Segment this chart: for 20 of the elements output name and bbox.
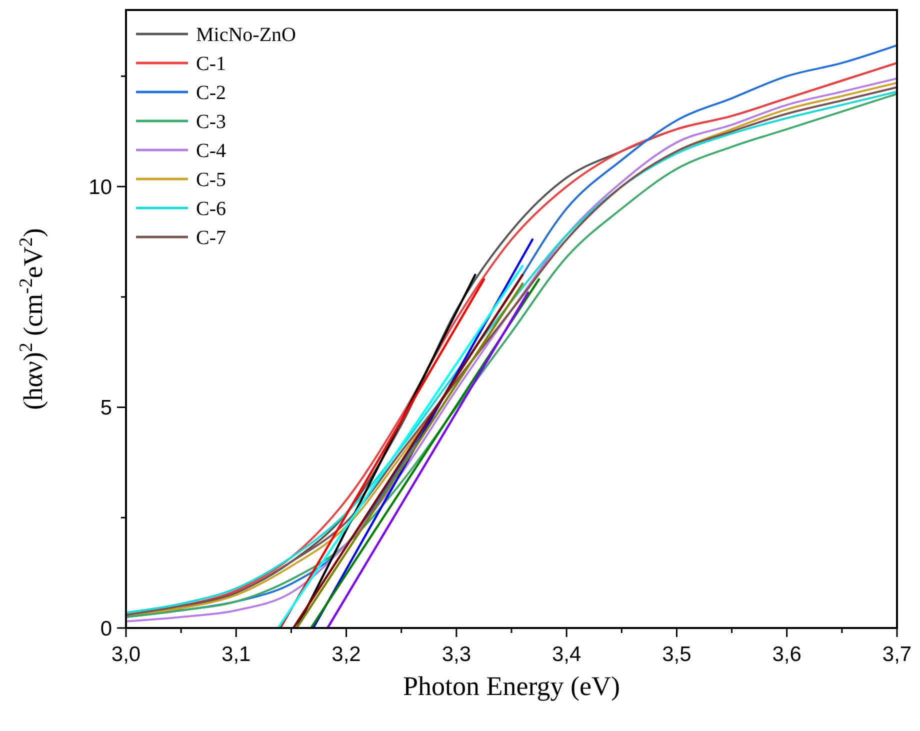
x-axis-title: Photon Energy (eV) <box>403 671 620 701</box>
legend-label: C-6 <box>196 198 226 220</box>
x-tick-label: 3,6 <box>772 643 802 666</box>
legend-label: C-2 <box>196 82 226 104</box>
legend-label: C-4 <box>196 140 226 162</box>
legend-label: C-7 <box>196 227 226 249</box>
x-tick-label: 3,3 <box>442 643 472 666</box>
y-tick-label: 5 <box>100 396 112 420</box>
x-tick-label: 3,5 <box>662 643 692 666</box>
x-tick-label: 3,1 <box>222 643 251 666</box>
y-tick-label: 0 <box>100 617 112 640</box>
x-tick-label: 3,0 <box>111 643 141 666</box>
x-tick-label: 3,7 <box>882 643 912 666</box>
legend-label: C-1 <box>196 53 226 75</box>
x-tick-label: 3,2 <box>332 643 361 666</box>
legend-label: C-5 <box>196 169 226 191</box>
legend-label: C-3 <box>196 111 226 133</box>
y-tick-label: 10 <box>88 176 112 199</box>
legend-label: MicNo-ZnO <box>196 24 296 46</box>
x-tick-label: 3,4 <box>552 643 582 666</box>
